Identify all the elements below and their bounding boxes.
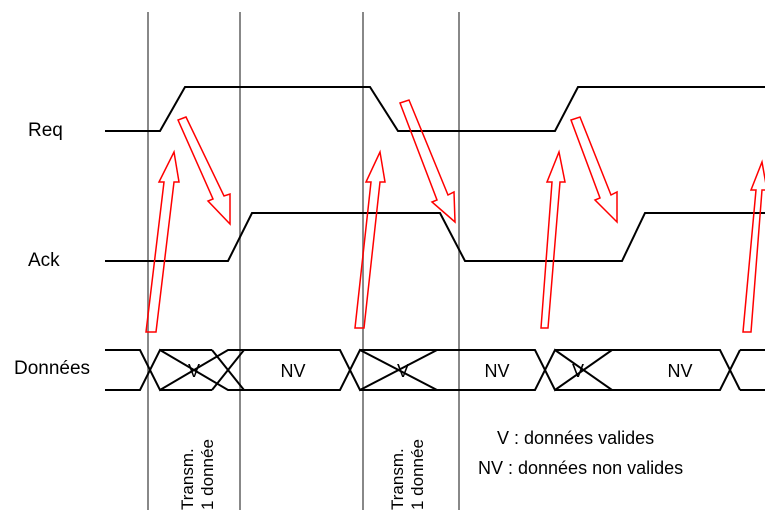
arrow-req-to-ack <box>176 116 231 226</box>
data-segment-label: NV <box>280 361 305 381</box>
legend-not-valid: NV : données non valides <box>478 458 684 478</box>
data-label: Données <box>14 358 91 379</box>
data-segment-label: NV <box>484 361 509 381</box>
legend-valid: V : données valides <box>497 428 655 448</box>
transmission-label: Transm. 1 donnée <box>388 439 428 510</box>
arrow-data-to-req <box>145 149 180 333</box>
arrow-data-to-req <box>354 149 386 329</box>
handshake-arrows <box>145 99 765 333</box>
req-label: Req <box>28 120 63 141</box>
arrow-data-to-req <box>540 149 566 329</box>
transmission-line1: Transm. <box>388 448 407 510</box>
transmission-line2: 1 donnée <box>408 439 427 510</box>
arrow-req-to-ack <box>570 116 618 224</box>
data-segment-label: V <box>188 361 200 381</box>
arrow-data-to-req <box>742 159 765 333</box>
data-segment-label: V <box>397 361 409 381</box>
ack-label: Ack <box>28 250 60 271</box>
ack-waveform <box>105 212 765 262</box>
transmission-line1: Transm. <box>178 448 197 510</box>
data-bus <box>105 348 765 392</box>
data-segment-label: NV <box>667 361 692 381</box>
transmission-label: Transm. 1 donnée <box>178 439 218 510</box>
arrow-req-to-ack <box>399 99 456 224</box>
data-segment-label: V <box>572 361 584 381</box>
transmission-line2: 1 donnée <box>198 439 217 510</box>
req-waveform <box>105 86 765 132</box>
